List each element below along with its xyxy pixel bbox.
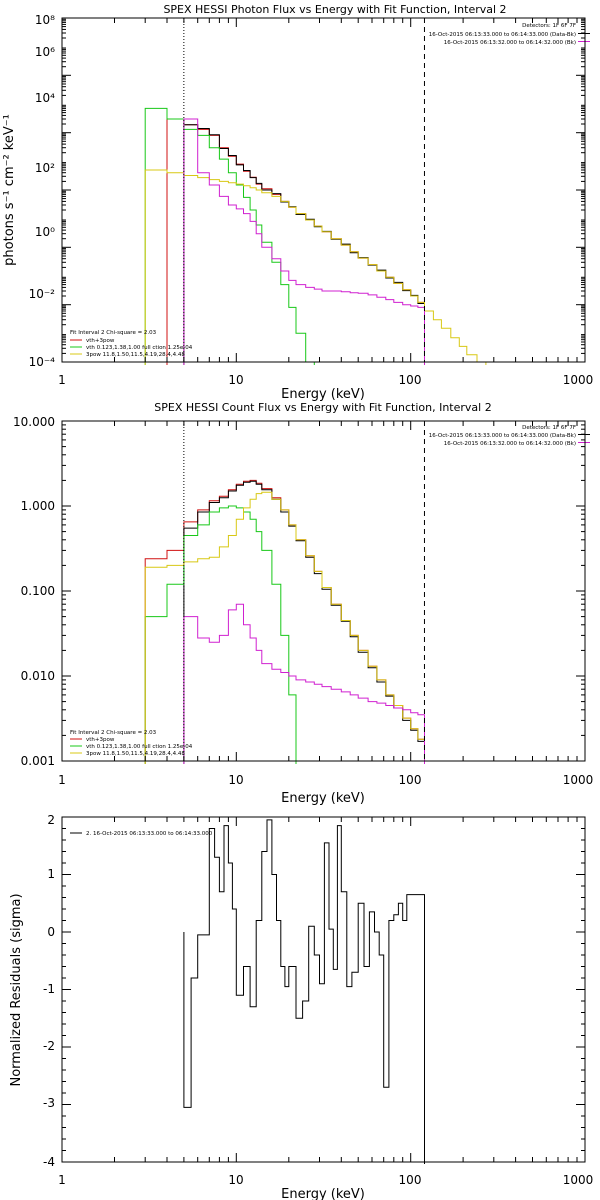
panel-3-frame	[61, 816, 586, 1163]
panel-2-x-tick: 1	[58, 773, 66, 787]
panel-3-y-tick: -3	[43, 1096, 55, 1110]
panel-1-frame	[61, 17, 586, 363]
panel-3-x-tick: 10	[228, 1173, 243, 1187]
panel-3-y-tick: 0	[47, 925, 55, 939]
panel-1-legend-vth3pow: vth+3pow	[86, 338, 115, 344]
panel-3-ticks	[61, 816, 585, 1163]
panel-1-legend-vth: vth 0.123,1.38,1.00 full ction 1.25e-04	[86, 345, 193, 351]
panel-1-series	[144, 107, 487, 365]
panel-3-legend: 2. 16-Oct-2015 06:13:33.000 to 06:14:33.…	[86, 831, 213, 837]
panel-1-title: SPEX HESSI Photon Flux vs Energy with Fi…	[163, 3, 506, 16]
panel-3-y-label: Normalized Residuals (sigma)	[9, 893, 24, 1086]
panel-1-x-tick: 100	[399, 373, 422, 387]
panel-1-detectors: Detectors: 1F 6F 7F	[522, 23, 576, 29]
panel-1-x-tick: 10	[228, 373, 243, 387]
panel-2-y-tick: 0.010	[21, 669, 55, 683]
panel-1-y-tick: 10⁰	[35, 225, 55, 239]
panel-2-x-tick: 100	[399, 773, 422, 787]
series-data-bk-line	[183, 124, 425, 365]
panel-2-y-tick: 10.000	[13, 415, 55, 429]
panel-3-y-tick: 1	[47, 867, 55, 881]
panel-2-y-tick: 0.001	[21, 754, 55, 768]
panel-1-y-tick: 10⁸	[35, 13, 55, 27]
panel-2-title: SPEX HESSI Count Flux vs Energy with Fit…	[154, 401, 491, 414]
series-3pow-line	[144, 491, 425, 764]
panel-3-x-tick: 100	[399, 1173, 422, 1187]
panel-2-x-label: Energy (keV)	[281, 791, 365, 806]
panel-3-y-tick: 2	[47, 813, 55, 827]
panel-2-header-databk: 16-Oct-2015 06:13:33.000 to 06:14:33.000…	[429, 433, 576, 439]
series-bk-line	[183, 603, 425, 764]
panel-1-y-tick: 10⁶	[35, 45, 55, 59]
series-vth-line	[144, 107, 315, 365]
panel-2-legend-fit: Fit Interval 2 Chi-square = 2.03	[70, 730, 157, 736]
series-vth-3pow-line	[144, 479, 425, 764]
panel-1-y-tick: 10⁴	[35, 91, 55, 105]
panel-1-legend-3pow: 3pow 11.8,1.50,11.5,4.19,28.4,4.48	[86, 352, 185, 358]
panel-residuals: 1 10 100 1000 -4 -3 -2 -1 0 1 2 Energy (…	[9, 813, 593, 1200]
panel-1-legend-fit: Fit Interval 2 Chi-square = 2.03	[70, 330, 157, 336]
panel-2-frame	[61, 420, 586, 762]
panel-2-x-tick: 1000	[563, 773, 594, 787]
panel-2-ticks	[61, 420, 585, 762]
panel-1-y-label: photons s⁻¹ cm⁻² keV⁻¹	[2, 114, 17, 266]
panel-2-x-tick: 10	[228, 773, 243, 787]
panel-1-header-bk: 16-Oct-2015 06:13:32.000 to 06:14:32.000…	[444, 40, 576, 46]
panel-3-x-tick: 1	[58, 1173, 66, 1187]
panel-2-header-bk: 16-Oct-2015 06:13:32.000 to 06:14:32.000…	[444, 441, 576, 447]
panel-3-y-tick: -4	[43, 1155, 55, 1169]
panel-1-header-databk: 16-Oct-2015 06:13:33.000 to 06:14:33.000…	[429, 32, 576, 38]
panel-1-x-tick: 1000	[563, 373, 594, 387]
series-bk-line	[183, 118, 425, 365]
panel-2-y-tick: 1.000	[21, 499, 55, 513]
panel-2-legend-vth3pow: vth+3pow	[86, 737, 115, 743]
panel-1-y-tick: 10⁻⁴	[29, 355, 56, 369]
panel-3-x-label: Energy (keV)	[281, 1187, 365, 1200]
panel-photon-flux: SPEX HESSI Photon Flux vs Energy with Fi…	[2, 3, 593, 402]
panel-2-series	[144, 479, 425, 764]
panel-3-y-tick: -2	[43, 1039, 55, 1053]
panel-1-ticks	[61, 17, 585, 363]
panel-2-detectors: Detectors: 1F 6F 7F	[522, 425, 576, 431]
panel-1-y-tick: 10⁻²	[29, 287, 56, 301]
panel-3-x-tick: 1000	[563, 1173, 594, 1187]
series-vth-line	[144, 505, 297, 764]
panel-2-legend-3pow: 3pow 11.8,1.50,11.5,4.19,28.4,4.48	[86, 751, 185, 757]
panel-1-x-tick: 1	[58, 373, 66, 387]
panel-1-x-label: Energy (keV)	[281, 387, 365, 402]
panel-2-legend-vth: vth 0.123,1.38,1.00 full ction 1.25e-04	[86, 744, 193, 750]
series-2-16-oct-2015-06-13-33-000-to-06-14-33-000-line	[183, 819, 425, 1164]
panel-count-flux: SPEX HESSI Count Flux vs Energy with Fit…	[13, 401, 593, 806]
panel-3-series	[183, 819, 425, 1164]
panel-1-y-tick: 10²	[35, 161, 55, 175]
series-data-bk-line	[183, 480, 425, 764]
panel-3-y-tick: -1	[43, 982, 55, 996]
series-3pow-line	[144, 169, 487, 365]
panel-2-y-tick: 0.100	[21, 584, 55, 598]
